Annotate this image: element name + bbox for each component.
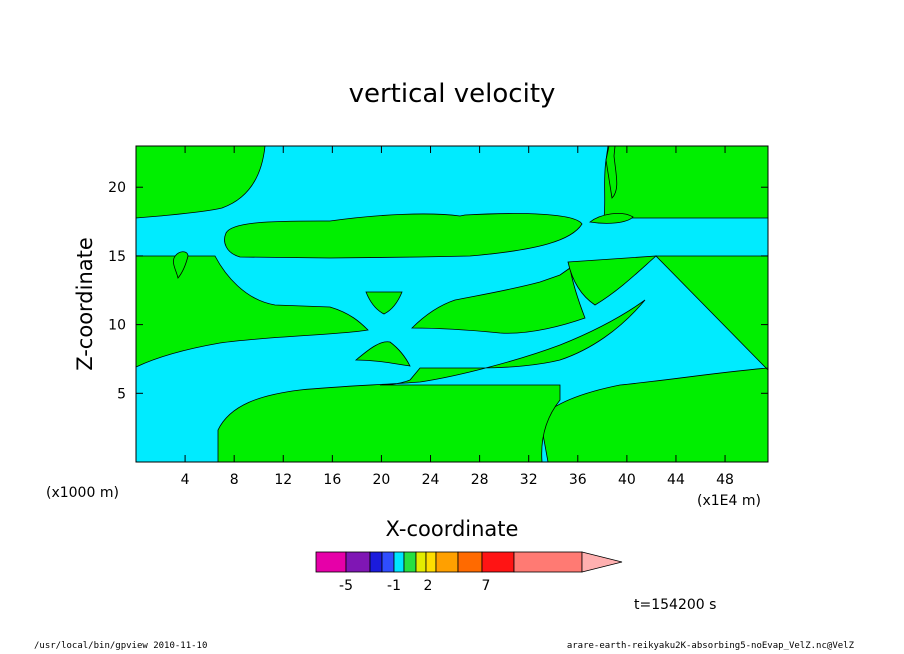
y-tick-label: 15 [108,249,126,265]
colorbar-label: 2 [424,578,433,594]
plot-frame [135,145,769,463]
contour-region-top-left [135,145,266,219]
contour-region-small-upper-right [589,212,634,224]
colorbar-label: -5 [339,578,353,594]
colorbar-segment [481,551,515,573]
x-tick-label: 12 [274,472,292,488]
x-tick-label: 4 [181,472,190,488]
colorbar: -5 -1 2 7 [315,551,623,594]
x-tick-label: 28 [471,472,489,488]
chart-title: vertical velocity [349,79,556,109]
time-label: t=154200 s [634,597,716,613]
colorbar-arrow [581,551,623,573]
x-tick-label: 36 [569,472,587,488]
x-tick-label: 16 [323,472,341,488]
x-tick-label: 40 [618,472,636,488]
colorbar-segment [457,551,483,573]
contour-region-center-lower-tongue [354,341,411,367]
x-tick-label: 24 [422,472,440,488]
x-unit-label: (x1000 m) [46,485,119,501]
plot-area [135,145,769,463]
colorbar-segment [345,551,371,573]
contour-region-left-middle [135,255,369,368]
colorbar-segment [393,551,405,573]
colorbar-segment [369,551,383,573]
y-tick-label: 10 [108,318,126,334]
x-tick-label: 32 [520,472,538,488]
colorbar-label: -1 [387,578,401,594]
contour-region-center-small-block [365,291,403,315]
colorbar-segment [513,551,583,573]
y-unit-note: (x1E4 m) [697,493,761,509]
colorbar-segment [381,551,395,573]
contour-region-upper-left-band [224,213,583,259]
x-tick-label: 48 [716,472,734,488]
contour-region-small-left-tongue [173,251,189,279]
x-axis-label: X-coordinate [386,517,519,541]
x-tick-label: 44 [667,472,685,488]
x-tick-label: 8 [230,472,239,488]
colorbar-label: 7 [482,578,491,594]
y-tick-label: 20 [108,180,126,196]
colorbar-segment [403,551,417,573]
contour-region-bottom-center [217,299,646,463]
colorbar-segment [315,551,347,573]
colorbar-segment [415,551,427,573]
colorbar-segment [435,551,459,573]
contour-region-center-right-middle [411,267,586,334]
colorbar-segment [425,551,437,573]
contour-region-top-right [603,145,769,219]
contour-region-right-wedge [567,255,658,306]
contour-region-upper-right-spike [605,145,618,199]
x-axis: 4 8 12 16 20 24 28 32 36 40 44 48 [181,146,734,488]
x-tick-label: 20 [373,472,391,488]
y-tick-label: 5 [117,386,126,402]
footer-left: /usr/local/bin/gpview 2010-11-10 [34,641,208,651]
y-axis: 5 10 15 20 [108,180,768,402]
y-axis-label: Z-coordinate [73,237,97,371]
footer-right: arare-earth-reikyaku2K-absorbing5-noEvap… [566,641,854,651]
